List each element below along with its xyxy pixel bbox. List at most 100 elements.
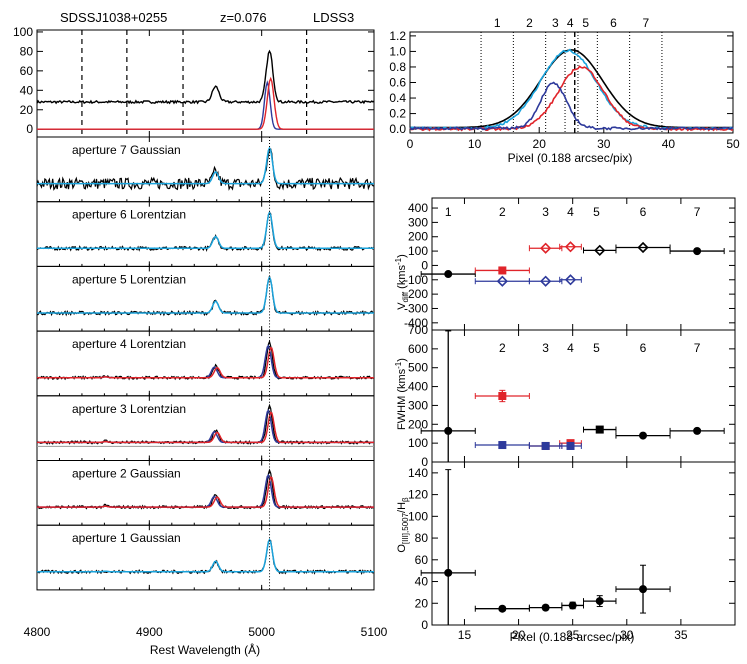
y-tick-label: 0.2 [389,107,406,121]
ratio-panel: 0 20 40 60 80 100 120 140 15 20 25 30 35 [408,461,736,642]
marker-circle [639,431,648,440]
data-point [583,244,617,257]
panel-frame [431,197,736,331]
x-tick-label: 35 [674,628,688,642]
marker-circle [639,585,648,594]
data-point [474,389,530,403]
aperture-number: 7 [694,205,701,219]
spectrum-series-blue-component [37,80,374,130]
aperture-number: 2 [499,341,506,355]
aperture-number: 4 [567,205,574,219]
x-tick-label: 4800 [24,625,51,639]
marker-square [498,266,507,275]
y-tick-label: 40 [20,83,34,97]
marker-diamond [539,275,552,287]
data-point [615,431,671,440]
data-point [561,601,584,610]
y-tick-label: -300 [404,301,428,315]
data-point [420,330,476,463]
y-tick-label: -400 [404,316,428,330]
aperture-frame [36,524,375,591]
y-tick-label: 20 [20,103,34,117]
data-point [669,426,725,435]
aperture-number: 2 [526,16,533,30]
ylabel-velocity-text: Vdiff (kms-1) [394,254,410,310]
marker-square [595,425,604,434]
aperture-number: 2 [499,205,506,219]
y-tick-label: 300 [408,215,428,229]
aperture-label: aperture 6 Lorentzian [72,208,186,222]
marker-circle [541,603,550,612]
marker-circle [444,568,453,577]
y-tick-label: 40 [415,575,429,589]
x-tick-label: 15 [458,628,472,642]
y-tick-label: 1.0 [389,44,406,58]
profile-series-blue [409,81,734,131]
y-tick-label: 80 [415,531,429,545]
x-tick-label: 5000 [248,625,275,639]
y-tick-label: 0 [421,618,428,632]
marker-diamond [496,275,508,287]
y-tick-label: 1.2 [389,29,406,43]
x-tick-label: 20 [512,628,526,642]
marker-diamond [539,242,552,254]
aperture-number: 6 [640,341,647,355]
aperture-panel: aperture 5 Lorentzian [36,265,375,332]
aperture-fit [37,210,374,250]
aperture-label: aperture 7 Gaussian [72,143,181,157]
y-tick-label: 200 [408,230,428,244]
figure-title-instrument: LDSS3 [313,10,354,25]
data-point [583,595,617,608]
aperture-panel: aperture 2 Gaussian [36,460,375,526]
data-point [615,241,671,254]
aperture-number: 6 [640,205,647,219]
y-tick-label: 60 [415,553,429,567]
marker-circle [444,270,453,279]
aperture-data [36,148,375,191]
aperture-fit [37,476,374,508]
data-point [559,241,582,253]
ylabel-ratio-text: O[III],5007/Hβ [396,497,410,553]
marker-square [498,392,507,400]
data-point [474,441,530,450]
y-tick-label: 400 [408,380,428,394]
aperture-number: 5 [582,16,589,30]
data-point [559,274,582,286]
aperture-number: 7 [694,341,701,355]
x-tick-label: 30 [620,628,634,642]
spectrum-series-total [36,49,375,105]
ylabel-fwhm: FWHM (kms-1) [394,358,408,430]
data-point [669,247,725,256]
aperture-label: aperture 1 Gaussian [72,531,181,545]
x-axis-label-ratio: Pixel (0.188 arcsec/pix) [510,630,635,644]
x-tick-label: 5100 [361,625,388,639]
marker-circle [568,601,577,610]
x-tick-label: 25 [566,628,580,642]
data-point [615,564,671,614]
x-tick-label: 0 [407,137,414,151]
aperture-number: 3 [542,205,549,219]
data-point [528,441,563,450]
aperture-number: 7 [642,16,649,30]
aperture-number: 4 [567,341,574,355]
y-tick-label: -100 [404,273,428,287]
data-point [474,266,530,275]
spectrum-frame [36,29,375,138]
data-point [420,270,476,279]
y-tick-label: 0 [421,258,428,272]
fwhm-panel: 0 100 200 300 400 500 600 700 2 3 4 5 6 7 [408,323,736,469]
marker-diamond [594,244,606,257]
figure-title-redshift: z=0.076 [220,10,267,25]
y-tick-label: 0.4 [389,91,406,105]
ylabel-ratio: O[III],5007/Hβ [396,497,410,553]
y-tick-label: -200 [404,287,428,301]
aperture-number: 4 [567,16,574,30]
aperture-number: 3 [542,341,549,355]
y-tick-label: 700 [408,323,428,337]
profile-series-red [409,65,733,132]
y-tick-label: 100 [13,25,33,39]
y-tick-label: 600 [408,342,428,356]
x-tick-label: 40 [662,137,676,151]
y-tick-label: 200 [408,417,428,431]
